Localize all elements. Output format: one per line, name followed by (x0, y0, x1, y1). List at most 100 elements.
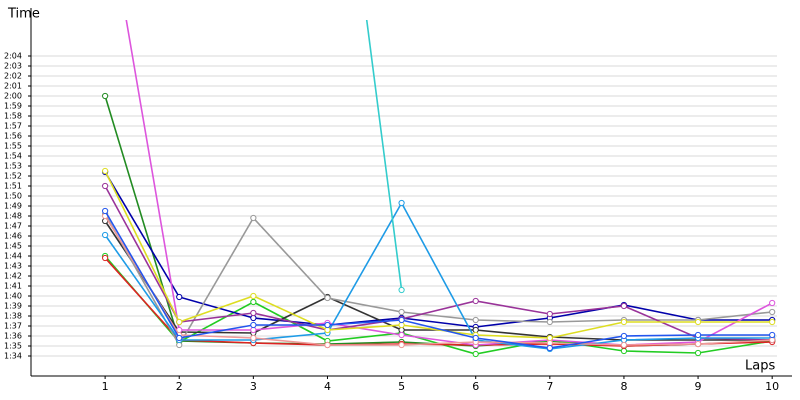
y-tick-label: 2:01 (4, 82, 22, 91)
data-point (769, 336, 776, 344)
series-line (125, 20, 773, 346)
data-point (324, 321, 331, 329)
y-tick-label: 1:48 (4, 212, 22, 221)
data-point (546, 344, 553, 352)
y-tick-label: 1:58 (4, 112, 22, 121)
data-point (398, 308, 405, 316)
y-tick-label: 1:45 (4, 242, 22, 251)
series-line (365, 20, 403, 291)
data-point (620, 341, 628, 349)
y-tick-label: 1:51 (4, 182, 22, 191)
data-point (472, 326, 479, 334)
data-point (102, 167, 109, 175)
data-point (176, 341, 183, 349)
x-tick-label: 9 (695, 380, 702, 393)
data-point (398, 199, 405, 207)
y-tick-label: 1:37 (4, 322, 22, 331)
data-point (769, 331, 776, 339)
data-point (176, 293, 183, 301)
data-point (472, 316, 479, 324)
data-point (769, 299, 776, 307)
x-tick-label: 5 (398, 380, 405, 393)
data-point (250, 314, 257, 322)
data-point (398, 321, 405, 329)
y-tick-label: 1:35 (4, 342, 22, 351)
y-axis-label: Time (7, 7, 40, 22)
x-tick-label: 10 (765, 380, 779, 393)
data-point (398, 316, 405, 324)
y-tick-label: 1:57 (4, 122, 22, 131)
y-tick-label: 1:47 (4, 222, 22, 231)
data-point (324, 341, 331, 349)
data-point (250, 321, 257, 329)
data-point (694, 331, 702, 339)
y-tick-label: 2:00 (4, 92, 22, 101)
x-tick-label: 1 (102, 380, 109, 393)
data-point (176, 318, 183, 326)
y-tick-label: 1:46 (4, 232, 22, 241)
data-point (620, 347, 628, 355)
y-tick-label: 2:04 (4, 52, 22, 61)
series-line (104, 215, 773, 346)
data-point (769, 308, 776, 316)
x-tick-label: 3 (250, 380, 257, 393)
y-tick-label: 2:02 (4, 72, 22, 81)
data-point (694, 340, 702, 348)
data-point (250, 334, 257, 342)
data-point (102, 254, 109, 262)
data-point (398, 326, 405, 334)
x-tick-label: 2 (176, 380, 183, 393)
y-tick-label: 1:41 (4, 282, 22, 291)
data-point (324, 326, 331, 334)
x-tick-label: 6 (472, 380, 479, 393)
data-point (769, 318, 776, 326)
y-tick-label: 1:42 (4, 272, 22, 281)
y-tick-label: 1:39 (4, 302, 22, 311)
data-point (546, 334, 553, 342)
y-tick-label: 1:53 (4, 162, 22, 171)
series-line (104, 201, 773, 350)
data-point (102, 207, 109, 215)
x-tick-label: 7 (546, 380, 553, 393)
data-point (250, 326, 257, 334)
data-point (102, 182, 109, 190)
data-point (620, 332, 628, 340)
data-point (250, 214, 257, 222)
y-tick-label: 1:54 (4, 152, 22, 161)
data-point (176, 334, 183, 342)
data-point (398, 341, 405, 349)
y-tick-label: 1:36 (4, 332, 22, 341)
y-tick-label: 1:56 (4, 132, 22, 141)
y-tick-label: 2:03 (4, 62, 22, 71)
y-tick-label: 1:44 (4, 252, 22, 261)
data-point (102, 231, 109, 239)
data-point (620, 302, 628, 310)
data-point (546, 339, 553, 347)
data-point (694, 349, 702, 357)
series-line (104, 210, 773, 349)
data-point (102, 92, 109, 100)
data-point (694, 318, 702, 326)
series-line (104, 213, 773, 347)
data-point (472, 297, 479, 305)
y-tick-label: 1:55 (4, 142, 22, 151)
data-point (472, 350, 479, 358)
x-tick-label: 4 (324, 380, 331, 393)
data-point (546, 310, 553, 318)
data-point (250, 292, 257, 300)
y-tick-label: 1:43 (4, 262, 22, 271)
data-point (620, 318, 628, 326)
y-tick-label: 1:59 (4, 102, 22, 111)
y-tick-label: 1:49 (4, 202, 22, 211)
data-point (472, 334, 479, 342)
y-tick-label: 1:34 (4, 352, 22, 361)
data-point (250, 298, 257, 306)
series-line (104, 170, 773, 339)
data-point (546, 318, 553, 326)
y-tick-label: 1:38 (4, 312, 22, 321)
x-tick-label: 8 (620, 380, 627, 393)
data-point (250, 309, 257, 317)
x-axis-label: Laps (745, 359, 775, 374)
y-tick-label: 1:50 (4, 192, 22, 201)
